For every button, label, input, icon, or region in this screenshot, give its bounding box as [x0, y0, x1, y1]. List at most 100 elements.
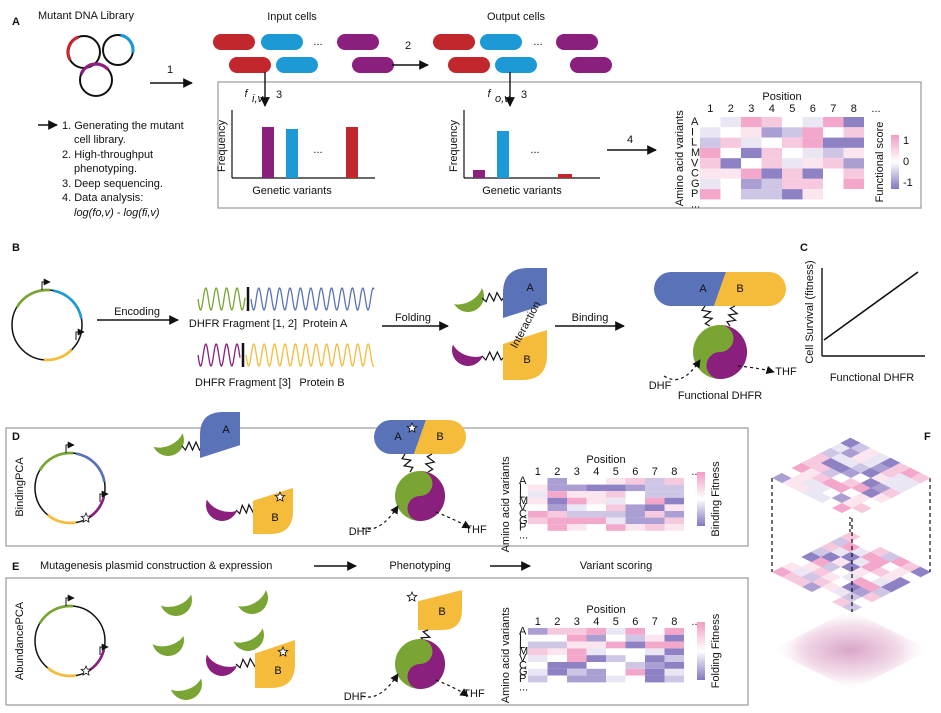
- heatmap-cell: [700, 127, 721, 138]
- colorbar: [697, 622, 705, 680]
- linker: [700, 305, 714, 327]
- heatmap-cell: [645, 511, 665, 518]
- heatmap-cell: [700, 137, 721, 148]
- spring: [250, 287, 375, 311]
- heatmap-cell: [547, 504, 567, 511]
- heatmap-cell: [664, 668, 684, 676]
- row-label: G: [519, 666, 528, 678]
- cell: [261, 34, 303, 50]
- heatmap-cell: [664, 484, 684, 492]
- heatmap-cell: [782, 137, 803, 148]
- heatmap-cell: [741, 127, 762, 138]
- cell: [229, 57, 271, 73]
- layer-cell: [890, 576, 912, 588]
- heatmap-cell: [782, 178, 803, 190]
- heatmap-cell: [567, 478, 587, 485]
- heatmap-cell: [547, 524, 567, 531]
- heatmap-cell: [528, 511, 548, 518]
- substrate-label: DHF: [649, 380, 672, 392]
- column-label: 1: [707, 103, 713, 115]
- plasmid-gene: [52, 289, 83, 320]
- column-label: 2: [728, 103, 734, 115]
- chart-x-label: Genetic variants: [482, 185, 562, 197]
- heatmap-cell: [664, 497, 684, 505]
- heatmap-title: Position: [586, 454, 625, 466]
- heatmap-cell: [547, 484, 567, 492]
- linker: [235, 657, 259, 669]
- heatmap-cell: [567, 504, 587, 511]
- bar: [497, 131, 509, 178]
- heatmap-cell: [547, 668, 567, 676]
- layer-cell: [900, 477, 922, 489]
- column-label: 1: [535, 466, 541, 478]
- heatmap-cell: [625, 517, 645, 525]
- domain-label: A: [394, 431, 402, 443]
- cell: [352, 57, 394, 73]
- step-number: 1: [167, 64, 173, 76]
- cell: [433, 34, 475, 50]
- column-label: 4: [593, 466, 599, 478]
- heatmap-cell: [586, 648, 606, 656]
- row-label: M: [519, 495, 528, 507]
- heatmap-cell: [645, 641, 665, 649]
- heatmap-cell: [664, 648, 684, 656]
- column-label: ...: [691, 616, 700, 628]
- heatmap-cell: [567, 628, 587, 635]
- panel-a-box: [217, 81, 922, 209]
- heatmap-cell: [586, 628, 606, 635]
- heatmap-cell: [802, 127, 823, 138]
- column-label: 5: [789, 103, 795, 115]
- heatmap-cell: [547, 517, 567, 525]
- legend-line: 2. High-throughput: [62, 149, 153, 161]
- legend-line: cell library.: [74, 134, 126, 146]
- heatmap-cell: [567, 675, 587, 683]
- panel-label: D: [12, 431, 20, 443]
- heatmap-cell: [586, 504, 606, 511]
- heatmap-cell: [645, 648, 665, 656]
- chart-x-label: Genetic variants: [252, 185, 332, 197]
- layer-cell: [861, 591, 883, 603]
- heatmap-cell: [720, 137, 741, 148]
- heatmap-cell: [761, 189, 782, 200]
- heatmap-cell: [586, 497, 606, 505]
- heatmap-cell: [528, 491, 548, 498]
- row-label: L: [519, 639, 525, 651]
- cell: [448, 57, 490, 73]
- heatmap-cell: [586, 511, 606, 518]
- row-label: V: [691, 157, 699, 169]
- dhfr-fragment: [206, 499, 238, 521]
- frequency-subscript: o,v: [495, 93, 511, 105]
- spring: [197, 287, 246, 311]
- row-label: A: [691, 116, 699, 128]
- domain-label: B: [523, 354, 530, 366]
- layer-cell: [861, 497, 883, 509]
- protein-b: [418, 590, 462, 630]
- cell: [213, 34, 255, 50]
- heatmap-cell: [823, 117, 844, 128]
- panel-label: C: [800, 242, 808, 254]
- heatmap-cell: [586, 641, 606, 649]
- heatmap-cell: [567, 517, 587, 525]
- bar: [558, 174, 572, 178]
- heatmap-cell: [567, 497, 587, 505]
- column-label: 7: [830, 103, 836, 115]
- column-label: 8: [671, 616, 677, 628]
- heatmap-cell: [625, 628, 645, 635]
- heatmap-cell: [700, 189, 721, 200]
- row-label: M: [691, 147, 700, 159]
- heatmap-cell: [645, 517, 665, 525]
- promoter: [65, 441, 75, 453]
- row-label: ...: [691, 198, 700, 210]
- protein-b: [503, 330, 547, 380]
- heatmap-cell: [843, 127, 864, 138]
- plasmid-gene: [79, 62, 110, 76]
- layer-cell: [871, 492, 892, 504]
- column-label: 6: [632, 466, 638, 478]
- row-label: A: [519, 475, 527, 487]
- heatmap-cell: [606, 668, 626, 676]
- row-label: C: [519, 508, 527, 520]
- column-label: 8: [851, 103, 857, 115]
- heatmap-cell: [741, 168, 762, 179]
- heatmap-cell: [606, 634, 626, 642]
- heatmap-cell: [547, 478, 567, 485]
